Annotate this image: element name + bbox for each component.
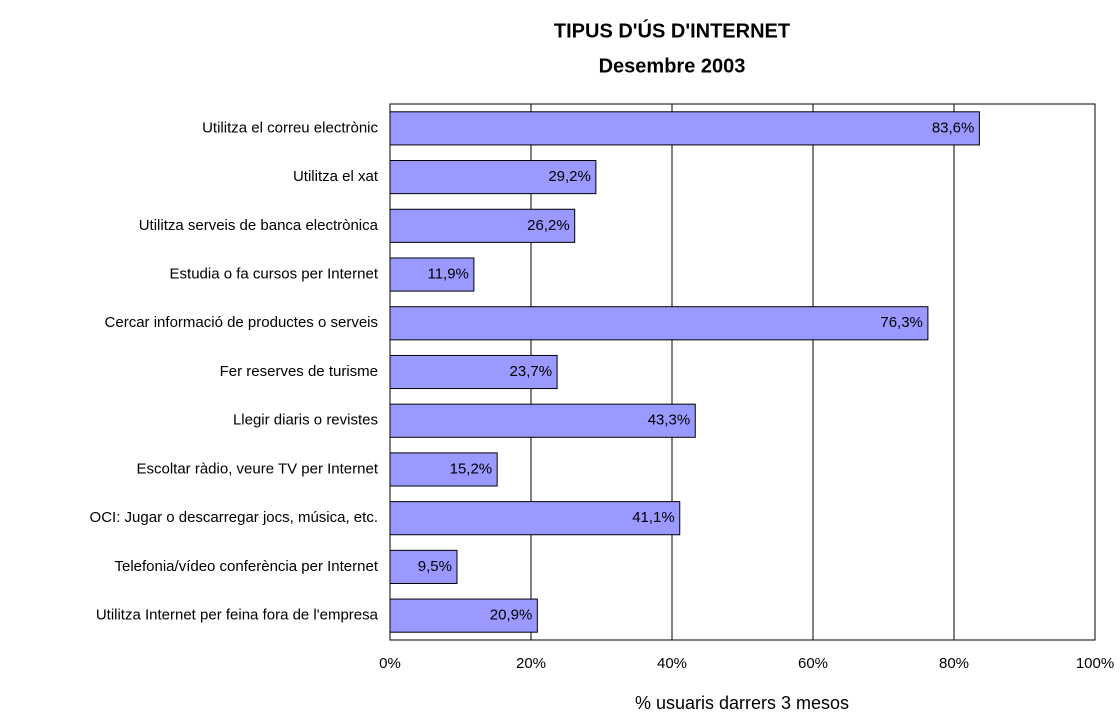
bar [389,208,576,243]
value-label: 29,2% [548,168,591,185]
y-tick-label: Telefonia/vídeo conferència per Internet [114,558,378,575]
value-label: 11,9% [427,266,468,283]
value-label: 83,6% [932,119,975,136]
y-tick-label: Llegir diaris o revistes [233,412,378,429]
y-tick-label: OCI: Jugar o descarregar jocs, música, e… [90,509,378,526]
bar [389,160,597,195]
value-label: 41,1% [632,509,675,526]
value-label: 20,9% [490,607,533,624]
y-tick-label: Utilitza el correu electrònic [202,119,378,136]
bar [389,598,538,633]
y-tick-label: Utilitza el xat [293,168,379,185]
bar [389,111,980,146]
y-tick-label: Utilitza Internet per feina fora de l'em… [96,607,379,624]
x-tick-label: 80% [939,655,969,672]
bar [389,549,458,584]
bar [389,306,929,341]
x-tick-label: 40% [657,655,687,672]
value-label: 76,3% [880,314,923,331]
bar [389,354,558,390]
y-tick-label: Fer reserves de turisme [220,363,378,380]
y-tick-label: Estudia o fa cursos per Internet [170,266,379,283]
chart-subtitle: Desembre 2003 [599,55,746,77]
value-label: 26,2% [527,217,570,234]
y-tick-label: Escoltar ràdio, veure TV per Internet [136,460,378,477]
x-tick-label: 100% [1076,655,1114,672]
x-tick-label: 0% [379,655,401,672]
bar [389,257,475,292]
x-tick-label: 20% [516,655,546,672]
y-tick-label: Cercar informació de productes o serveis [105,314,378,331]
value-label: 9,5% [418,558,452,575]
x-tick-label: 60% [798,655,828,672]
chart-title: TIPUS D'ÚS D'INTERNET [554,18,790,42]
bar [389,452,498,487]
value-label: 23,7% [510,363,553,380]
value-label: 43,3% [648,412,691,429]
value-label: 15,2% [450,460,493,477]
y-tick-label: Utilitza serveis de banca electrònica [139,217,379,234]
bar [389,501,681,536]
bar [389,403,696,438]
x-axis-label: % usuaris darrers 3 mesos [635,693,849,713]
